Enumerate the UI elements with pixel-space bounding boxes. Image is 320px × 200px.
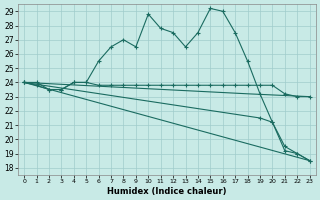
X-axis label: Humidex (Indice chaleur): Humidex (Indice chaleur) <box>107 187 227 196</box>
